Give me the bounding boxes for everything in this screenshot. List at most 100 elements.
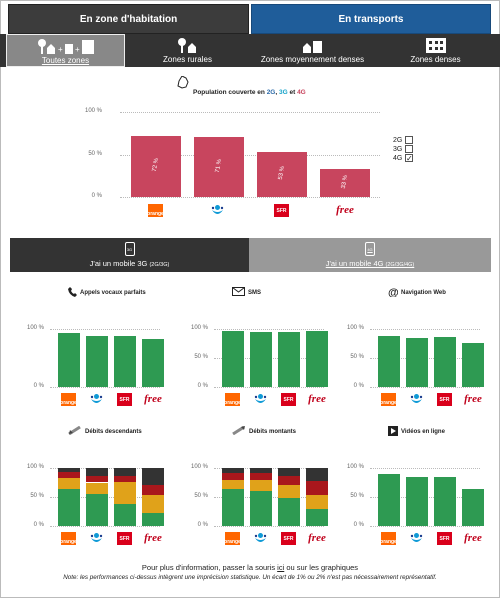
chart-bar-segment[interactable] <box>250 468 272 473</box>
chart-bar-segment[interactable] <box>306 495 328 509</box>
chart-bar-segment[interactable] <box>86 468 108 476</box>
free-logo: free <box>464 531 482 544</box>
chart-gridline <box>214 387 324 388</box>
bouygues-logo <box>409 532 424 545</box>
orange-logo: orange <box>60 532 77 545</box>
bouygues-logo <box>89 393 104 406</box>
mode-3g[interactable]: 3G J'ai un mobile 3G (2G/3G) <box>10 238 249 272</box>
video-icon <box>388 426 398 438</box>
chart-bar-segment[interactable] <box>58 488 80 526</box>
zone-rural-label: Zones rurales <box>163 55 212 64</box>
chart-bar[interactable] <box>86 335 108 387</box>
chart-bar-segment[interactable] <box>86 482 108 494</box>
mode-4g[interactable]: 4G J'ai un mobile 4G (2G/3G/4G) <box>249 238 491 272</box>
chart-bar-segment[interactable] <box>58 468 80 473</box>
chart-bar-segment[interactable] <box>278 485 300 499</box>
chart-bar-segment[interactable] <box>222 472 244 480</box>
coverage-gridline <box>120 112 380 113</box>
chart-bar[interactable] <box>462 489 484 526</box>
chart-bar[interactable] <box>406 337 428 387</box>
chart-bar-segment[interactable] <box>114 503 136 526</box>
footer-info: Pour plus d'information, passer la souri… <box>0 563 500 572</box>
option-3g[interactable]: 3G <box>393 145 413 153</box>
tab-home-zone[interactable]: En zone d'habitation <box>8 4 249 34</box>
chart-bar[interactable] <box>378 335 400 387</box>
chart-bar-segment[interactable] <box>306 468 328 482</box>
chart-ytick: 100 % <box>26 464 44 470</box>
chart-bar[interactable] <box>278 331 300 387</box>
coverage-bar[interactable] <box>320 168 370 197</box>
all-zones-icon: + + <box>7 35 124 55</box>
chart-bar-segment[interactable] <box>278 476 300 486</box>
chart-bar-segment[interactable] <box>86 475 108 483</box>
chart-bar[interactable] <box>58 333 80 387</box>
chart-ytick: 0 % <box>197 522 208 528</box>
chart-bar[interactable] <box>462 342 484 387</box>
zone-medium[interactable]: Zones moyennement denses <box>250 34 375 67</box>
coverage-bar[interactable] <box>194 136 244 197</box>
chart-ytick: 50 % <box>350 493 364 499</box>
sfr-logo: SFR <box>117 393 132 406</box>
chart-down[interactable]: Débits descendants 100 % 50 % 0 % orange SFR f… <box>10 420 165 550</box>
chart-bar[interactable] <box>378 474 400 526</box>
coverage-bar[interactable] <box>131 135 181 197</box>
chart-title-text: Navigation Web <box>401 290 446 296</box>
chart-voice[interactable]: Appels vocaux parfaits 100 % 0 % orange SFR f… <box>10 281 165 411</box>
chart-bar[interactable] <box>222 330 244 387</box>
chart-bar[interactable] <box>142 338 164 387</box>
free-logo: free <box>144 531 162 544</box>
chart-ytick: 50 % <box>194 493 208 499</box>
chart-sms[interactable]: SMS 100 % 50 % 0 % orange SFR free <box>174 281 329 411</box>
chart-web[interactable]: @ Navigation Web 100 % 50 % 0 % orange SFR free <box>330 281 485 411</box>
chart-title-text: Vidéos en ligne <box>401 429 445 435</box>
chart-bar-segment[interactable] <box>250 479 272 492</box>
chart-bar-segment[interactable] <box>58 472 80 478</box>
chart-bar-segment[interactable] <box>278 468 300 477</box>
chart-bar-segment[interactable] <box>142 512 164 526</box>
checkbox-2g[interactable] <box>405 136 413 144</box>
chart-bar[interactable] <box>434 477 456 526</box>
chart-bar-segment[interactable] <box>306 481 328 496</box>
checkbox-4g[interactable]: ✓ <box>405 154 413 163</box>
chart-bar-segment[interactable] <box>222 488 244 526</box>
chart-bar-segment[interactable] <box>306 508 328 526</box>
sfr-logo: SFR <box>437 532 452 545</box>
chart-bar-segment[interactable] <box>86 493 108 526</box>
chart-bar-segment[interactable] <box>222 479 244 489</box>
chart-bar-segment[interactable] <box>114 468 136 477</box>
chart-bar[interactable] <box>306 331 328 387</box>
chart-bar-segment[interactable] <box>114 476 136 482</box>
chart-bar-segment[interactable] <box>58 477 80 489</box>
footer-link[interactable]: ici <box>277 563 285 572</box>
tab-transport[interactable]: En transports <box>251 4 491 34</box>
chart-bar-segment[interactable] <box>250 491 272 526</box>
chart-title: Débits montants <box>232 425 296 437</box>
chart-bar-segment[interactable] <box>114 481 136 504</box>
chart-up[interactable]: Débits montants 100 % 50 % 0 % orange SFR free <box>174 420 329 550</box>
chart-bar-segment[interactable] <box>278 498 300 526</box>
chart-ytick: 0 % <box>197 383 208 389</box>
mode-3g-sub: (2G/3G) <box>149 262 170 268</box>
zone-rural[interactable]: Zones rurales <box>130 34 245 67</box>
chart-bar-segment[interactable] <box>142 495 164 513</box>
coverage-bar[interactable] <box>257 151 307 197</box>
option-2g[interactable]: 2G <box>393 136 413 144</box>
bouygues-logo <box>89 532 104 545</box>
chart-bar-segment[interactable] <box>222 468 244 473</box>
footer-note: Note: les performances ci-dessus intègre… <box>63 574 437 581</box>
chart-bar-segment[interactable] <box>142 485 164 496</box>
checkbox-3g[interactable] <box>405 145 413 153</box>
bouygues-logo <box>409 393 424 406</box>
chart-bar-segment[interactable] <box>142 468 164 486</box>
chart-video[interactable]: Vidéos en ligne 100 % 50 % 0 % orange SFR free <box>330 420 485 550</box>
chart-bar[interactable] <box>406 477 428 526</box>
zone-all[interactable]: + + Toutes zones <box>6 34 125 67</box>
option-4g[interactable]: 4G ✓ <box>393 154 413 163</box>
chart-bar[interactable] <box>434 336 456 387</box>
chart-bar-segment[interactable] <box>250 472 272 480</box>
chart-bar[interactable] <box>114 335 136 387</box>
chart-bar[interactable] <box>250 331 272 387</box>
zone-dense[interactable]: Zones denses <box>378 34 493 67</box>
tab-home-label: En zone d'habitation <box>79 13 178 25</box>
free-logo: free <box>308 531 326 544</box>
